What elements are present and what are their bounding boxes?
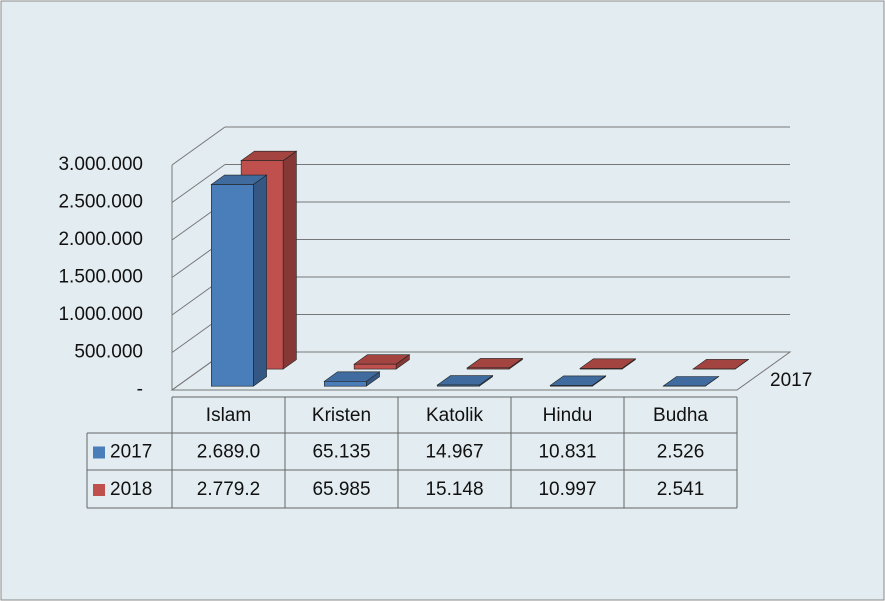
depth-axis-label: 2017 <box>770 370 812 391</box>
bar-front <box>354 364 396 369</box>
y-tick-label: 1.500.000 <box>58 267 143 288</box>
table-value: 10.997 <box>538 479 596 500</box>
bar-front <box>437 385 479 386</box>
y-tick-label: - <box>137 379 143 400</box>
y-tick-label: 2.500.000 <box>58 192 143 213</box>
legend-label: 2017 <box>110 442 152 463</box>
y-tick-label: 3.000.000 <box>58 154 143 175</box>
y-tick-label: 500.000 <box>74 342 143 363</box>
table-value: 14.967 <box>425 442 483 463</box>
table-value: 65.985 <box>312 479 370 500</box>
table-value: 2.541 <box>657 479 705 500</box>
bar-front <box>324 381 366 386</box>
table-value: 2.689.0 <box>197 442 260 463</box>
table-value: 10.831 <box>538 442 596 463</box>
legend-swatch <box>93 447 105 459</box>
bar-side <box>253 175 266 386</box>
x-tick-label: Budha <box>653 405 708 426</box>
table-value: 2.779.2 <box>197 479 260 500</box>
bar-front <box>467 368 509 369</box>
chart-background <box>1 1 884 600</box>
bar <box>211 175 266 386</box>
bar-front <box>580 368 622 369</box>
x-tick-label: Islam <box>206 405 251 426</box>
legend-swatch <box>93 484 105 496</box>
legend-label: 2018 <box>110 479 152 500</box>
table-value: 2.526 <box>657 442 705 463</box>
x-tick-label: Kristen <box>312 405 371 426</box>
bar-front <box>550 385 592 386</box>
table-value: 15.148 <box>425 479 483 500</box>
bar-front <box>211 185 253 387</box>
table-value: 65.135 <box>312 442 370 463</box>
x-tick-label: Katolik <box>426 405 484 426</box>
chart: 2017 - 500.000 1.000.000 1.500.000 2.000.000… <box>0 0 885 601</box>
y-tick-label: 2.000.000 <box>58 229 143 250</box>
x-tick-label: Hindu <box>543 405 593 426</box>
y-tick-label: 1.000.000 <box>58 304 143 325</box>
bar-side <box>283 151 296 369</box>
